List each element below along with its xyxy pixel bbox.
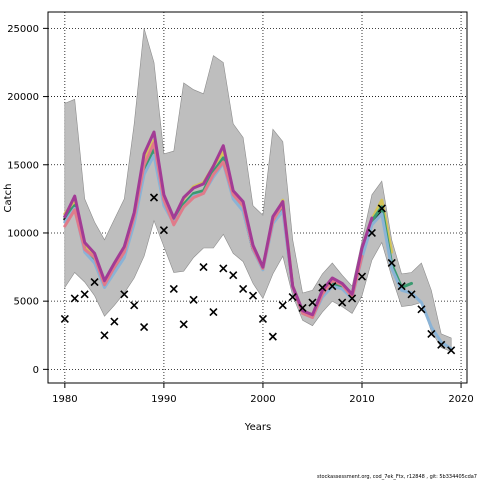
observation-marker-2015: [407, 290, 416, 299]
observation-marker-1985: [110, 317, 119, 326]
x-tick-label-2020: 2020: [448, 394, 473, 405]
y-tick-label-5000: 5000: [14, 297, 39, 308]
observation-marker-1995: [209, 308, 218, 317]
y-tick-label-25000: 25000: [7, 24, 39, 35]
observation-marker-1996: [219, 264, 228, 273]
observation-marker-2003: [288, 293, 297, 302]
series-line-6: [63, 130, 374, 317]
observation-marker-2010: [357, 272, 367, 281]
y-axis-title: Catch: [3, 184, 14, 213]
observation-marker-2017: [427, 329, 436, 338]
observation-marker-2008: [338, 298, 347, 307]
observation-marker-1997: [229, 271, 238, 280]
observation-marker-2013: [387, 258, 396, 268]
observation-marker-2005: [308, 298, 317, 307]
observation-marker-1983: [90, 278, 99, 287]
observation-marker-1998: [239, 284, 248, 293]
y-tick-label-15000: 15000: [7, 160, 39, 171]
observation-marker-1987: [130, 301, 139, 310]
observation-marker-2012: [377, 204, 386, 213]
y-tick-label-10000: 10000: [7, 228, 39, 239]
observation-marker-2018: [437, 340, 446, 349]
x-tick-label-2010: 2010: [349, 394, 374, 405]
observation-marker-2011: [367, 228, 376, 238]
axes: 1980 1990 2000 2010 2020 0 5000 10000 15000 20000…: [7, 24, 474, 405]
observation-marker-1992: [179, 320, 188, 329]
observation-marker-1989: [149, 193, 159, 202]
x-axis-title: Years: [244, 422, 271, 433]
y-tick-label-20000: 20000: [7, 92, 39, 103]
x-tick-label-1990: 1990: [151, 394, 176, 405]
observation-marker-1981: [70, 294, 79, 303]
observation-marker-1982: [80, 290, 89, 299]
observation-marker-1986: [120, 290, 129, 299]
series-lines: [63, 130, 453, 351]
observation-marker-2001: [268, 332, 277, 341]
observation-marker-2007: [328, 282, 337, 291]
observation-marker-1980: [60, 314, 69, 323]
observation-marker-2016: [417, 305, 426, 314]
observation-marker-2000: [258, 314, 268, 323]
observation-marker-1999: [248, 291, 258, 300]
observation-marker-2002: [278, 301, 287, 310]
x-tick-label-2000: 2000: [250, 394, 275, 405]
observation-marker-1991: [169, 284, 178, 293]
observation-marker-1993: [189, 295, 198, 304]
observation-marker-2009: [348, 294, 357, 303]
footnote: stockassessment.org, cod_7ek_Ftx, r12848…: [317, 474, 477, 480]
observation-marker-2014: [397, 282, 406, 291]
observation-marker-1994: [199, 262, 208, 272]
observation-marker-2004: [298, 303, 307, 313]
y-tick-label-0: 0: [33, 365, 39, 376]
observed-catch-markers: [60, 193, 456, 355]
observation-marker-1990: [159, 226, 168, 235]
series-line-5: [63, 141, 364, 319]
observation-marker-1988: [140, 323, 149, 332]
x-tick-label-1980: 1980: [52, 394, 77, 405]
observation-marker-1984: [100, 331, 109, 340]
observation-marker-2006: [318, 283, 327, 292]
plot-frame: [47, 11, 468, 384]
observation-marker-2019: [447, 346, 456, 355]
